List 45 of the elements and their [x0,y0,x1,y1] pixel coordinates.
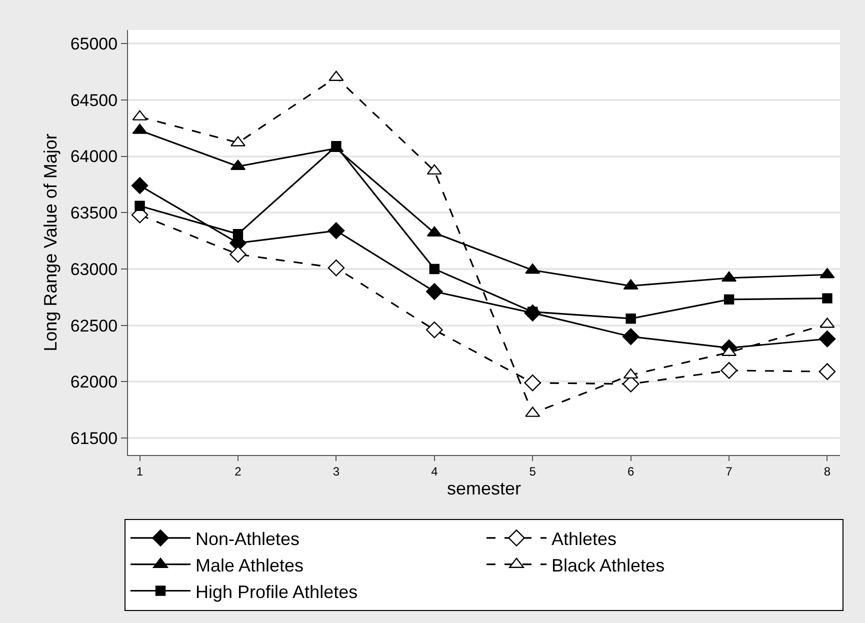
point [426,226,442,237]
y-tick-label: 62000 [70,372,118,392]
y-tick-label: 63500 [70,204,118,223]
y-tick-label: 65000 [70,34,118,54]
x-tick-label: 5 [529,464,536,478]
point [720,362,738,379]
point [426,283,443,300]
point [429,264,440,274]
y-tick-label: 62500 [70,316,118,336]
point [722,346,737,356]
x-tick-label: 7 [726,464,733,478]
point [328,259,345,276]
y-tick-label: 61500 [70,429,118,448]
legend-label: High Profile Athletes [196,582,358,602]
y-tick-label: 63000 [70,260,118,279]
x-tick-label: 3 [332,464,340,478]
point [230,246,246,263]
point [524,374,542,392]
x-tick-label: 8 [824,464,831,478]
y-tick-label: 64500 [70,90,118,110]
point [426,321,443,338]
y-tick-label: 64000 [70,147,118,166]
point [134,200,145,211]
point [822,293,832,304]
x-axis-title: semester [446,478,522,498]
point [623,368,638,379]
y-axis-title: Long Range Value of Major [40,134,61,352]
point [818,363,836,380]
legend-label: Male Athletes [196,555,304,576]
point [622,328,640,346]
point [724,294,734,305]
x-tick-label: 1 [136,464,144,478]
legend-label: Non-Athletes [196,528,300,549]
x-tick-label: 4 [431,464,438,478]
x-tick-label: 6 [627,464,634,478]
x-tick-label: 2 [234,464,242,478]
point [626,313,636,324]
point [131,177,148,194]
point [818,330,836,348]
legend-label: Athletes [552,528,617,549]
point [426,164,442,175]
point [232,228,244,240]
legend-label: Black Athletes [552,555,665,576]
point [722,271,737,282]
point [328,222,345,240]
